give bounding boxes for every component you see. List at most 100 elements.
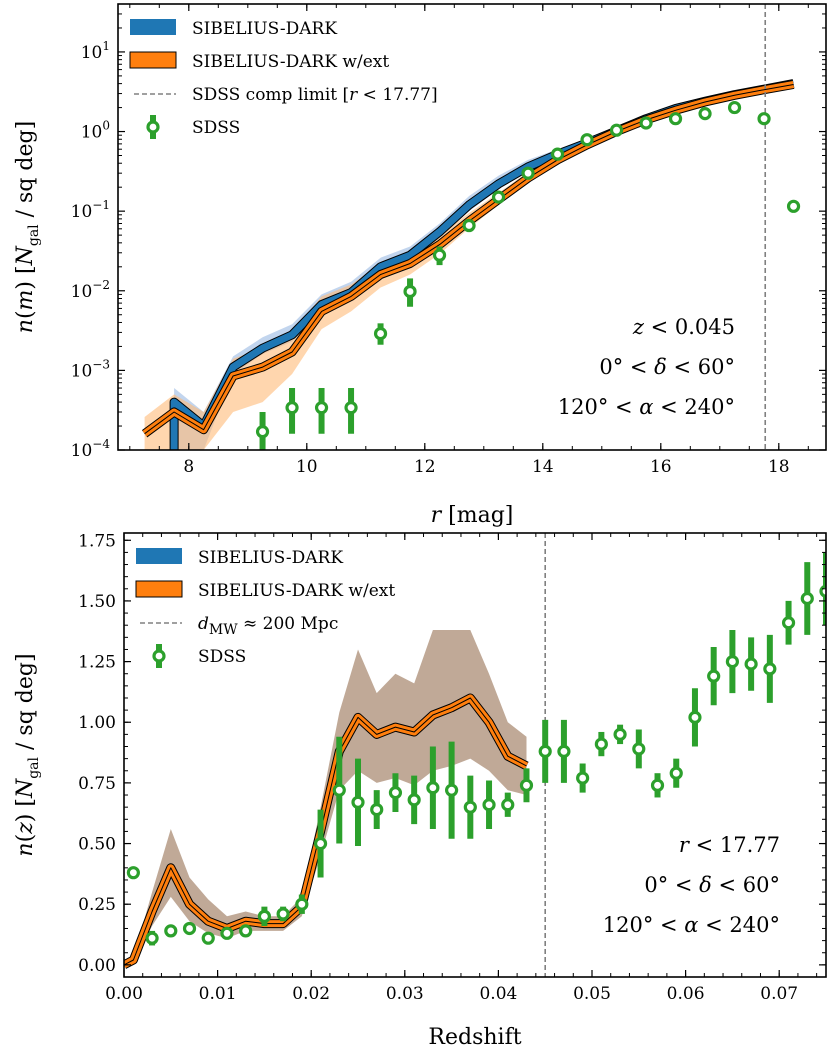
legend-label-dark: SIBELIUS-DARK [192,19,337,39]
y-tick-label: 0.25 [78,895,116,915]
legend-label-sdss: SDSS [192,118,240,138]
y-tick-label: 1.25 [78,653,116,673]
legend-swatch-ext [129,51,177,69]
sdss-point [220,926,234,940]
x-tick-label: 12 [414,457,436,477]
annotation-line-3: 120° < α < 240° [558,395,735,419]
plot-area [124,533,826,977]
top-panel: 8 10 12 14 16 18 10−4 10−3 10−2 10−1 100 101 r [mag]… [13,3,827,528]
y-tick-label: 1.50 [78,592,116,612]
sdss-point [557,744,571,758]
sdss-point [501,798,515,812]
sdss-point [239,924,253,938]
sdss-point [744,657,758,671]
x-tick-label: 0.00 [105,984,143,1004]
sdss-point [313,836,328,851]
sdss-point [332,783,346,797]
legend-label-limit: SDSS comp limit [r < 17.77] [192,85,438,105]
sdss-point [594,737,608,751]
x-tick-label: 0.07 [760,984,798,1004]
sdss-point [725,654,740,669]
legend-label-ext: SIBELIUS-DARK w/ext [192,52,389,72]
sdss-point [707,669,721,683]
sdss-point [314,401,329,415]
x-tick-label: 16 [650,457,672,477]
sdss-point [763,662,777,676]
y-tick-label: 1.00 [78,713,116,733]
legend-swatch-dark [130,19,176,35]
y-tick-label: 10−3 [71,357,110,381]
x-axis-label: Redshift [428,1025,521,1050]
x-tick-label: 0.01 [199,984,237,1004]
sdss-point [786,199,801,213]
annotation: r < 17.77 0° < δ < 60° 120° < α < 240° [603,833,780,937]
bottom-panel: 0.00 0.01 0.02 0.03 0.04 0.05 0.06 0.07 0.00 0.25… [13,531,827,1050]
sdss-point [669,766,683,780]
sdss-point [613,727,627,741]
legend-swatch-sdss [152,649,166,663]
sdss-point [388,786,403,800]
legend-label-sdss: SDSS [198,647,246,667]
sdss-point [295,897,309,911]
legend-swatch-sdss [146,120,160,134]
annotation-line-1: r < 17.77 [679,833,780,857]
sdss-point [126,866,140,880]
x-tick-label: 0.06 [667,984,705,1004]
sdss-point [576,771,590,785]
sdss-point [491,190,506,204]
y-tick-label: 100 [81,119,110,143]
y-tick-label: 0.50 [78,835,116,855]
x-tick-label: 18 [768,457,790,477]
annotation-line-2: 0° < δ < 60° [644,873,780,897]
sdss-point [538,744,552,758]
legend-label-limit: dMW ≈ 200 Mpc [198,614,338,638]
sdss-point [351,795,365,809]
sdss-point [201,931,215,945]
sdss-point [632,742,646,756]
annotation-line-2: 0° < δ < 60° [599,355,735,379]
sdss-point [344,401,358,415]
x-tick-label: 8 [183,457,194,477]
annotation-line-1: z < 0.045 [632,315,735,339]
sdss-point [462,218,476,233]
sdss-point [257,909,271,923]
sdss-point [650,778,665,792]
sdss-point [580,133,594,147]
sdss-point [445,783,459,797]
y-tick-label: 10−4 [71,437,111,461]
sdss-point [182,921,197,936]
y-axis-label: n(m) [Ngal / sq deg] [13,121,42,333]
legend-label-dark: SIBELIUS-DARK [198,548,343,568]
plot-area [141,4,801,450]
legend: SIBELIUS-DARK SIBELIUS-DARK w/ext dMW ≈ 20… [135,548,395,668]
legend-swatch-ext [135,580,183,598]
sdss-point [145,931,159,945]
axes-frame [117,3,827,451]
sdss-point [285,401,299,415]
x-tick-label: 0.04 [479,984,517,1004]
y-tick-label: 10−2 [71,278,110,302]
sdss-point [164,924,178,938]
x-tick-label: 0.02 [292,984,330,1004]
sdss-point [407,793,421,807]
x-tick-label: 10 [296,457,318,477]
sdss-point [482,798,496,812]
sdss-point [463,800,477,814]
annotation: z < 0.045 0° < δ < 60° 120° < α < 240° [558,315,735,419]
sdss-point [727,100,742,115]
y-tick-label: 1.75 [78,531,116,551]
sdss-point [370,802,384,817]
sdss-point [373,326,388,341]
sdss-point [519,778,534,792]
sdss-point [609,123,624,137]
x-axis-label: r [mag] [431,503,514,528]
sdss-point [688,710,702,724]
annotation-line-3: 120° < α < 240° [603,913,780,937]
y-axis-label: n(z) [Ngal / sq deg] [13,653,42,856]
sdss-point [276,907,290,921]
sdss-point [426,781,440,795]
sdss-point [800,591,814,606]
sdss-point [668,112,683,126]
y-tick-label: 101 [81,39,110,63]
